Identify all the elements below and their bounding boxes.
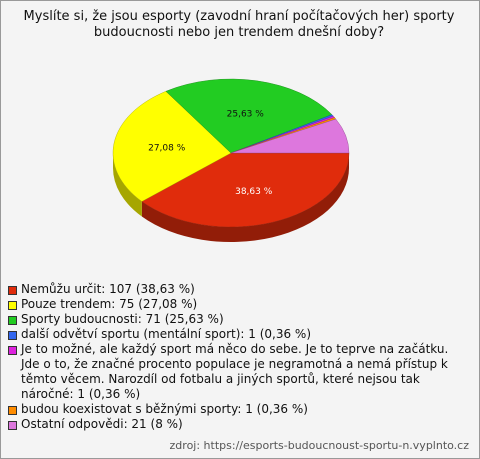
data-label: 27,08 % <box>148 143 186 153</box>
chart-title: budoucnosti nebo jen trendem dnešní doby… <box>94 25 384 40</box>
legend-item: Ostatní odpovědi: 21 (8 %) <box>8 417 470 432</box>
legend-label: Je to možné, ale každý sport má něco do … <box>21 342 449 401</box>
data-label: 38,63 % <box>235 187 273 197</box>
slice <box>112 91 232 202</box>
slice-side <box>141 153 349 242</box>
legend: Nemůžu určit: 107 (38,63 %) Pouze trendem… <box>8 282 470 432</box>
pie-area: Myslíte si, že jsou esporty (zavodní hra… <box>24 9 455 242</box>
legend-item: budou koexistovat s běžnými sporty: 1 (0… <box>8 402 470 417</box>
slice <box>165 78 333 154</box>
legend-item: Nemůžu určit: 107 (38,63 %) <box>8 282 470 297</box>
legend-swatch <box>8 286 17 295</box>
source: zdroj: https://esports-budoucnoust-sport… <box>169 439 469 452</box>
chart-title: Myslíte si, že jsou esporty (zavodní hra… <box>24 9 455 24</box>
legend-swatch <box>8 406 17 415</box>
legend-item: Sporty budoucnosti: 71 (25,63 %) <box>8 312 470 327</box>
legend-label: Pouze trendem: 75 (27,08 %) <box>21 297 198 311</box>
legend-swatch <box>8 331 17 340</box>
legend-label: budou koexistovat s běžnými sporty: 1 (0… <box>21 402 308 416</box>
legend-item: další odvětví sportu (mentální sport): 1… <box>8 327 470 342</box>
legend-label: Nemůžu určit: 107 (38,63 %) <box>21 282 195 296</box>
legend-swatch <box>8 346 17 355</box>
slice <box>230 118 350 154</box>
legend-label: Ostatní odpovědi: 21 (8 %) <box>21 417 183 431</box>
legend-label: Sporty budoucnosti: 71 (25,63 %) <box>21 312 224 326</box>
data-label: 25,63 % <box>227 109 265 119</box>
slice <box>141 152 350 228</box>
legend-item: Je to možné, ale každý sport má něco do … <box>8 342 470 402</box>
legend-swatch <box>8 301 17 310</box>
legend-item: Pouze trendem: 75 (27,08 %) <box>8 297 470 312</box>
legend-swatch <box>8 421 17 430</box>
legend-label: další odvětví sportu (mentální sport): 1… <box>21 327 312 341</box>
legend-swatch <box>8 316 17 325</box>
slice-side <box>113 153 142 217</box>
